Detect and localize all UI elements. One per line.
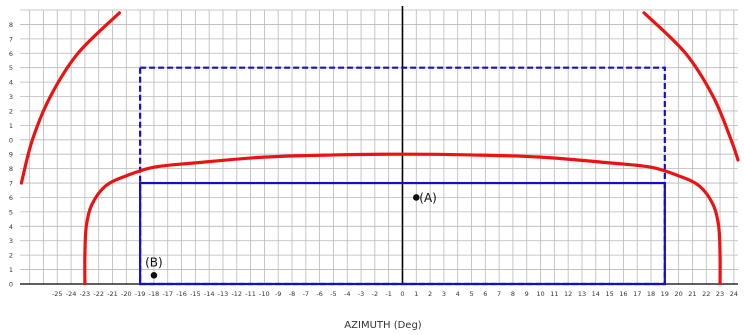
y-tick-label: 5 [9, 208, 13, 216]
point-label: (B) [145, 255, 163, 269]
x-tick-label: 1 [414, 290, 418, 298]
x-tick-label: 22 [702, 290, 710, 298]
x-tick-label: -11 [245, 290, 256, 298]
y-tick-label: 2 [9, 252, 13, 260]
x-tick-label: -18 [149, 290, 160, 298]
x-tick-label: 2 [428, 290, 432, 298]
y-tick-label: 6 [9, 50, 13, 58]
x-tick-label: -20 [121, 290, 132, 298]
x-tick-label: -3 [358, 290, 364, 298]
x-tick-label: -12 [231, 290, 242, 298]
x-tick-label: -1 [385, 290, 391, 298]
y-tick-label: 9 [9, 151, 13, 159]
y-tick-label: 7 [9, 180, 13, 188]
x-tick-label: -25 [52, 290, 63, 298]
x-tick-label: -16 [176, 290, 187, 298]
x-tick-label: -2 [372, 290, 378, 298]
x-tick-label: -22 [93, 290, 104, 298]
red-curve-3 [642, 11, 740, 162]
x-tick-label: -23 [80, 290, 91, 298]
x-tick-label: 8 [511, 290, 515, 298]
x-tick-label: -21 [107, 290, 118, 298]
dashed-box [139, 66, 666, 286]
x-tick-label: 12 [564, 290, 572, 298]
x-tick-label: -13 [218, 290, 229, 298]
x-tick-label: -4 [344, 290, 350, 298]
y-tick-label: 6 [9, 194, 13, 202]
y-tick-label: 1 [9, 122, 13, 130]
x-tick-label: 21 [688, 290, 696, 298]
x-tick-label: 11 [550, 290, 558, 298]
y-tick-label: 2 [9, 107, 13, 115]
y-tick-label: 3 [9, 93, 13, 101]
x-tick-label: -17 [162, 290, 173, 298]
curves [20, 11, 740, 285]
x-tick-label: 13 [578, 290, 586, 298]
x-tick-label: 6 [483, 290, 487, 298]
point-label: (A) [419, 191, 437, 205]
axes [20, 6, 738, 285]
x-tick-label: 23 [716, 290, 724, 298]
y-tick-label: 8 [9, 21, 13, 29]
y-tick-label: 4 [9, 223, 13, 231]
x-tick-label: 20 [674, 290, 682, 298]
x-tick-label: 14 [592, 290, 600, 298]
y-tick-label: 3 [9, 237, 13, 245]
x-tick-label: -19 [135, 290, 146, 298]
point-marker [412, 194, 420, 201]
x-tick-label: 3 [442, 290, 446, 298]
tick-labels: -25 -24 -23 -22 -21 -20 -19 -18 -17 -16 -15 -14 -13-… [9, 21, 744, 298]
x-tick-label: 4 [456, 290, 460, 298]
y-tick-label: 4 [9, 79, 13, 87]
y-tick-label: 1 [9, 266, 13, 274]
marked-points: (A) (B) [145, 191, 437, 279]
y-tick-label: 0 [9, 136, 13, 144]
y-tick-label: 8 [9, 165, 13, 173]
y-tick-label: 7 [9, 35, 13, 43]
x-tick-label: 7 [497, 290, 501, 298]
x-tick-label: 17 [633, 290, 641, 298]
x-tick-label: 0 [400, 290, 404, 298]
red-curve-1 [83, 152, 722, 285]
x-tick-label: -7 [303, 290, 309, 298]
x-axis-label: AZIMUTH (Deg) [344, 320, 421, 331]
x-tick-label: -14 [204, 290, 215, 298]
x-tick-label: 9 [525, 290, 529, 298]
y-tick-label: 0 [9, 281, 13, 289]
x-tick-label: 10 [536, 290, 544, 298]
x-tick-label: 24 [730, 290, 738, 298]
y-tick-label: 5 [9, 64, 13, 72]
point-marker [150, 272, 158, 279]
boxes [139, 66, 666, 286]
x-tick-label: 16 [619, 290, 627, 298]
x-tick-label: 18 [647, 290, 655, 298]
x-tick-label: -24 [66, 290, 77, 298]
red-curve-2 [20, 11, 122, 185]
grid-lines [20, 9, 738, 285]
x-tick-label: -5 [330, 290, 336, 298]
x-tick-label: 5 [469, 290, 473, 298]
x-tick-label: -15 [190, 290, 201, 298]
x-tick-label: -9 [275, 290, 281, 298]
x-tick-label: -6 [316, 290, 322, 298]
x-tick-label: 19 [661, 290, 669, 298]
x-tick-label: 15 [605, 290, 613, 298]
x-tick-label: -8 [289, 290, 295, 298]
x-tick-label: -10 [259, 290, 270, 298]
